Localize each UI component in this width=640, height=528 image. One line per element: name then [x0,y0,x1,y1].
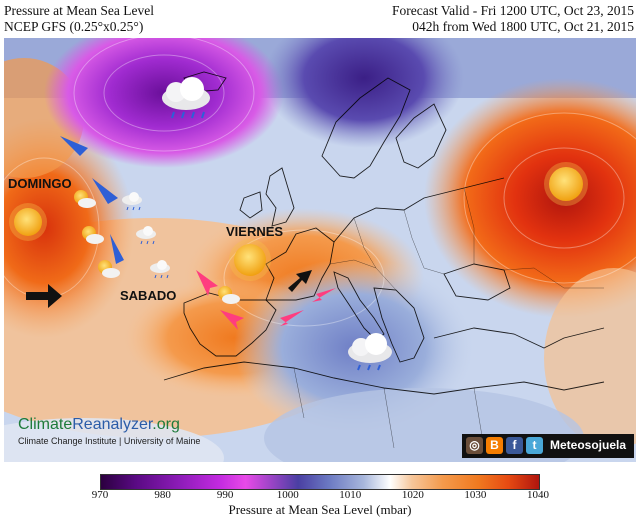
partly-cloudy-icon [74,190,96,208]
sun-icon [9,203,47,241]
colorbar-tick: 1030 [464,489,487,501]
label-domingo: DOMINGO [8,176,72,191]
climate-reanalyzer-logo: ClimateReanalyzer.org Climate Change Ins… [12,416,200,450]
colorbar-tick: 990 [216,489,234,501]
social-handle[interactable]: Meteosojuela [550,438,627,452]
partly-cloudy-icon [98,260,120,278]
pink-arrow-icon [196,270,218,296]
blue-arrow-icon [60,136,88,156]
colorbar-tick: 1020 [401,489,424,501]
colorbar-tick: 1010 [339,489,362,501]
rain-cloud-icon [136,226,156,245]
colorbar-tick: 1040 [527,489,549,501]
lead-time: 042h from Wed 1800 UTC, Oct 21, 2015 [412,19,634,34]
partly-cloudy-icon [82,226,104,244]
storm-cloud-icon [348,333,392,371]
blue-arrow-icon [92,178,118,204]
colorbar-tick: 980 [154,489,171,501]
site-name: ClimateReanalyzer.org [18,416,180,433]
map-title: Pressure at Mean Sea Level [4,3,154,18]
rain-cloud-icon [122,192,142,211]
black-arrow-icon [288,270,312,292]
label-sabado: SABADO [120,288,176,303]
pressure-colorbar [100,474,540,490]
sun-icon [544,162,588,206]
partly-cloudy-icon [218,286,240,304]
blogger-icon[interactable]: B [486,437,503,454]
instagram-icon[interactable]: ◎ [466,437,483,454]
rain-cloud-icon [150,260,170,279]
colorbar-title: Pressure at Mean Sea Level (mbar) [228,502,412,517]
facebook-icon[interactable]: f [506,437,523,454]
colorbar-tick: 970 [91,489,109,501]
model-label: NCEP GFS (0.25°x0.25°) [4,19,144,34]
pink-arrow-icon [312,288,336,302]
storm-cloud-icon [162,77,210,119]
valid-time: Forecast Valid - Fri 1200 UTC, Oct 23, 2… [392,3,634,18]
map-header: Pressure at Mean Sea Level NCEP GFS (0.2… [0,0,640,40]
social-bar: ◎ B f t Meteosojuela [462,434,634,458]
black-arrow-icon [26,284,62,308]
label-viernes: VIERNES [226,224,283,239]
pink-arrow-icon [220,310,244,330]
sun-icon [229,239,271,281]
pink-arrow-icon [280,310,304,326]
twitter-icon[interactable]: t [526,437,543,454]
pressure-map: DOMINGO VIERNES SABADO [4,38,636,462]
institute-label: Climate Change Institute | University of… [18,436,201,446]
colorbar-tick: 1000 [276,489,299,501]
blue-arrow-icon [110,234,124,264]
